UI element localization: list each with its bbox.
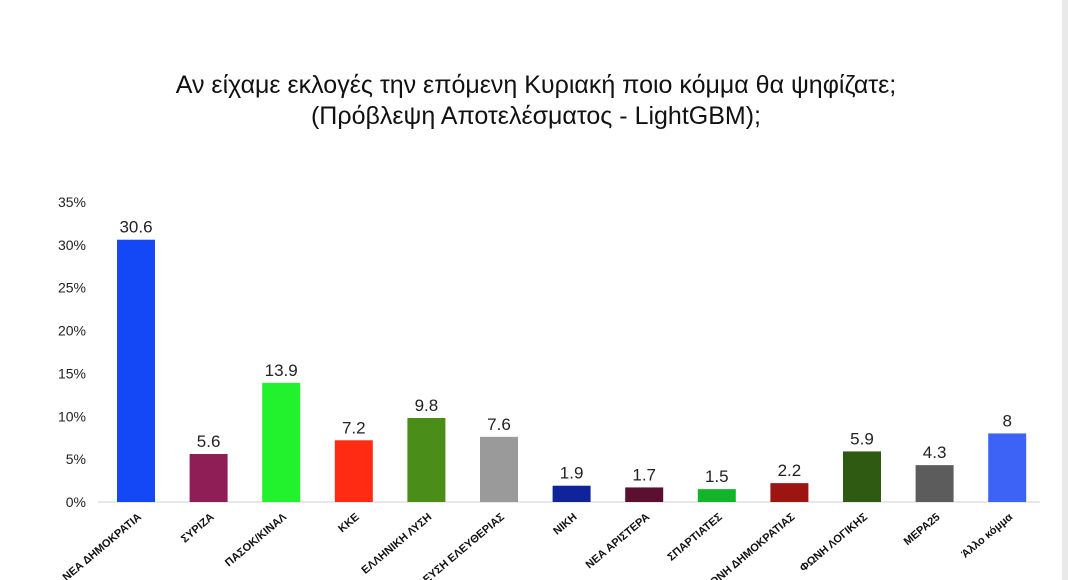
- bar: [915, 465, 954, 502]
- x-tick-label: Άλλο κόμμα: [960, 511, 1016, 561]
- data-label: 2.2: [778, 461, 802, 480]
- data-label: 7.6: [487, 415, 511, 434]
- data-label: 8: [1002, 411, 1011, 430]
- chart-title-block: Αν είχαμε εκλογές την επόμενη Κυριακή πο…: [0, 70, 1068, 132]
- y-tick-label: 5%: [66, 451, 86, 467]
- y-tick-label: 20%: [58, 323, 86, 339]
- chart-subtitle: (Πρόβλεψη Αποτελέσματος - LightGBM);: [310, 102, 761, 130]
- data-label: 1.9: [560, 464, 584, 483]
- x-tick-label: ΚΚΕ: [336, 511, 362, 535]
- data-label: 5.6: [197, 432, 221, 451]
- bar: [552, 485, 591, 502]
- x-tick-label: ΣΠΑΡΤΙΑΤΕΣ: [665, 511, 725, 564]
- data-label: 4.3: [923, 443, 947, 462]
- x-tick-label: ΝΙΚΗ: [551, 511, 579, 538]
- x-tick-label: ΜΕΡΑ25: [902, 511, 943, 548]
- y-tick-label: 0%: [66, 494, 86, 510]
- data-label: 1.5: [705, 467, 729, 486]
- data-label: 7.2: [342, 418, 366, 437]
- x-tick-label: ΠΑΣΟΚ/ΚΙΝΑΛ: [223, 511, 290, 570]
- x-tick-label: ΣΥΡΙΖΑ: [179, 511, 217, 545]
- y-tick-label: 35%: [58, 194, 86, 210]
- bar: [843, 451, 881, 502]
- bar: [334, 440, 373, 502]
- data-label: 9.8: [415, 396, 439, 415]
- bar: [407, 418, 446, 502]
- data-label: 30.6: [119, 218, 152, 237]
- x-tick-label: ΝΕΑ ΔΗΜΟΚΡΑΤΙΑ: [61, 511, 144, 580]
- y-tick-label: 15%: [58, 365, 86, 381]
- x-tick-label: ΕΛΛΗΝΙΚΗ ΛΥΣΗ: [359, 511, 434, 577]
- bar: [770, 483, 809, 502]
- bar: [262, 382, 301, 502]
- bar: [189, 454, 228, 502]
- bar: [625, 487, 664, 502]
- x-tick-label: ΝΕΑ ΑΡΙΣΤΕΡΑ: [584, 511, 653, 571]
- y-tick-label: 25%: [58, 280, 86, 296]
- right-edge-strip: [1062, 0, 1068, 580]
- bar: [117, 239, 155, 502]
- bar: [988, 433, 1027, 502]
- y-tick-label: 30%: [58, 237, 86, 253]
- y-tick-label: 10%: [58, 408, 86, 424]
- data-label: 1.7: [632, 465, 656, 484]
- bar: [697, 489, 736, 502]
- x-tick-label: ΦΩΝΗ ΛΟΓΙΚΗΣ: [798, 511, 870, 575]
- data-label: 13.9: [265, 361, 298, 380]
- chart-title: Αν είχαμε εκλογές την επόμενη Κυριακή πο…: [175, 71, 897, 99]
- bar: [480, 436, 518, 502]
- data-label: 5.9: [850, 429, 874, 448]
